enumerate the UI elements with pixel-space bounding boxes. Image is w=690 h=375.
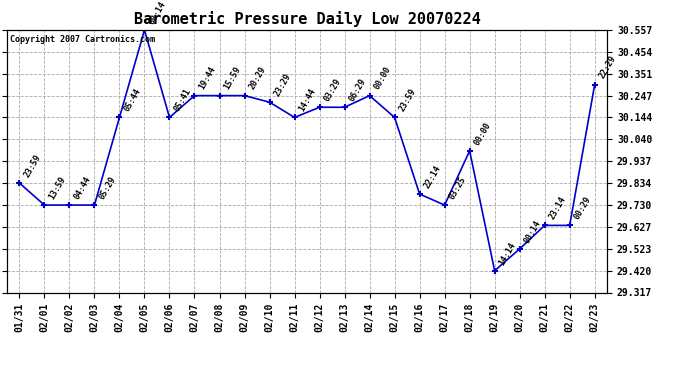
- Text: 05:41: 05:41: [172, 87, 193, 113]
- Text: 03:25: 03:25: [447, 175, 468, 201]
- Text: 14:44: 14:44: [297, 87, 317, 113]
- Text: 13:59: 13:59: [47, 175, 68, 201]
- Text: Copyright 2007 Cartronics.com: Copyright 2007 Cartronics.com: [10, 35, 155, 44]
- Text: 14:14: 14:14: [497, 240, 518, 267]
- Text: 06:29: 06:29: [347, 77, 368, 103]
- Text: 15:59: 15:59: [222, 65, 243, 92]
- Text: 00:00: 00:00: [373, 65, 393, 92]
- Text: 23:59: 23:59: [22, 153, 43, 179]
- Text: 23:29: 23:29: [273, 72, 293, 98]
- Title: Barometric Pressure Daily Low 20070224: Barometric Pressure Daily Low 20070224: [134, 12, 480, 27]
- Text: 05:44: 05:44: [122, 87, 143, 113]
- Text: 23:14: 23:14: [547, 195, 568, 221]
- Text: 23:59: 23:59: [397, 87, 417, 113]
- Text: 22:14: 22:14: [422, 164, 443, 190]
- Text: 22:29: 22:29: [598, 54, 618, 81]
- Text: 00:14: 00:14: [522, 219, 543, 245]
- Text: 04:44: 04:44: [72, 175, 92, 201]
- Text: 19:44: 19:44: [197, 65, 217, 92]
- Text: 00:14: 00:14: [147, 0, 168, 26]
- Text: 03:29: 03:29: [322, 77, 343, 103]
- Text: 00:29: 00:29: [573, 195, 593, 221]
- Text: 20:29: 20:29: [247, 65, 268, 92]
- Text: 00:00: 00:00: [473, 120, 493, 147]
- Text: 05:29: 05:29: [97, 175, 117, 201]
